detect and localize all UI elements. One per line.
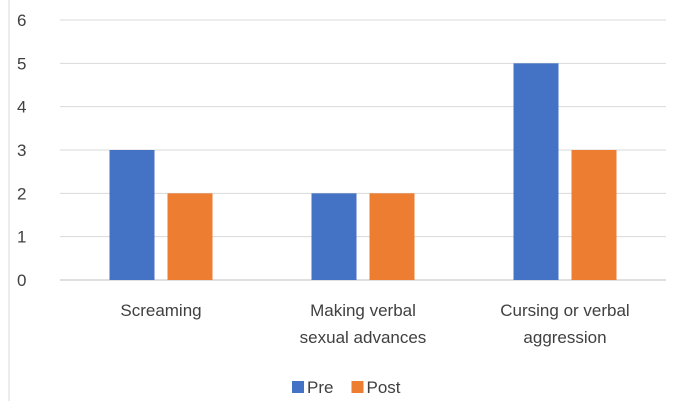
y-tick-label: 5 — [17, 54, 26, 73]
bar-pre — [311, 193, 357, 280]
y-axis-tick-labels: 0 1 2 3 4 5 6 — [17, 11, 26, 290]
y-tick-label: 0 — [17, 271, 26, 290]
y-tick-label: 2 — [17, 184, 26, 203]
x-category-label: sexual advances — [300, 328, 427, 347]
bar-post — [167, 193, 213, 280]
x-category-label: Cursing or verbal — [500, 301, 629, 320]
legend: Pre Post — [292, 378, 401, 397]
y-tick-label: 6 — [17, 11, 26, 30]
bars — [109, 63, 617, 281]
x-axis-category-labels: Screaming Making verbal sexual advances Cur… — [120, 301, 629, 347]
y-tick-label: 4 — [17, 98, 26, 117]
bar-post — [571, 150, 617, 280]
gridlines — [60, 19, 666, 281]
y-tick-label: 3 — [17, 141, 26, 160]
legend-swatch-post — [351, 381, 364, 393]
legend-label-pre: Pre — [307, 378, 333, 397]
legend-swatch-pre — [292, 381, 304, 393]
x-category-label: Making verbal — [310, 301, 416, 320]
x-category-label: aggression — [523, 328, 606, 347]
x-category-label: Screaming — [120, 301, 201, 320]
bar-pre — [513, 63, 559, 281]
bar-pre — [109, 150, 155, 280]
legend-label-post: Post — [367, 378, 401, 397]
bar-post — [369, 193, 415, 280]
y-tick-label: 1 — [17, 228, 26, 247]
